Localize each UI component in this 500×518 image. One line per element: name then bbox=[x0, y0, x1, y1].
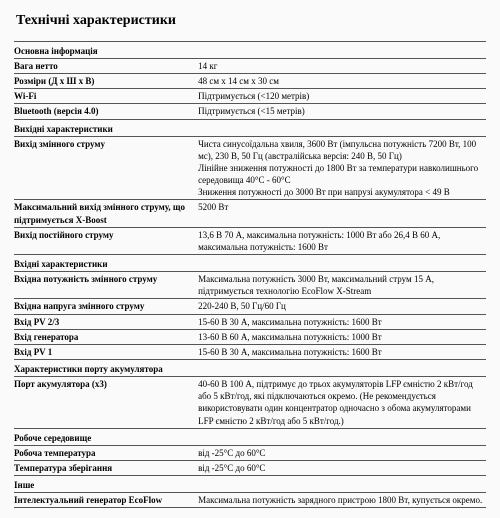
row-label: Вхід генератора bbox=[14, 329, 198, 344]
row-value: від -25°C до 60°C bbox=[198, 460, 486, 475]
section-table: Вихід змінного струмуЧиста синусоїдальна… bbox=[14, 137, 486, 255]
row-value: 15-60 В 30 А, максимальна потужність: 16… bbox=[198, 344, 486, 359]
row-value: 220-240 В, 50 Гц/60 Гц bbox=[198, 299, 486, 314]
row-value: Підтримується (<120 метрів) bbox=[198, 89, 486, 104]
row-label: Bluetooth (версія 4.0) bbox=[14, 104, 198, 119]
table-row: Розміри (Д х Ш х В)48 см х 14 см х 30 см bbox=[14, 74, 486, 89]
table-row: Температура зберіганнявід -25°C до 60°C bbox=[14, 460, 486, 475]
row-label: Розміри (Д х Ш х В) bbox=[14, 74, 198, 89]
table-row: Вхід PV 2/315-60 В 30 А, максимальна пот… bbox=[14, 314, 486, 329]
row-label: Максимальний вихід змінного струму, що п… bbox=[14, 200, 198, 227]
table-row: Wi-FiПідтримується (<120 метрів) bbox=[14, 89, 486, 104]
section-table: Порт акумулятора (х3)40-60 В 100 А, підт… bbox=[14, 377, 486, 429]
row-label: Вхідна напруга змінного струму bbox=[14, 299, 198, 314]
row-label: Вага нетто bbox=[14, 59, 198, 74]
row-value: 40-60 В 100 А, підтримує до трьох акумул… bbox=[198, 377, 486, 428]
table-row: Інтелектуальний генератор EcoFlowМаксима… bbox=[14, 493, 486, 508]
row-label: Порт акумулятора (х3) bbox=[14, 377, 198, 428]
page-title: Технічні характеристики bbox=[14, 12, 486, 31]
row-label: Вхід PV 2/3 bbox=[14, 314, 198, 329]
row-value: 13-60 В 60 А, максимальна потужність: 10… bbox=[198, 329, 486, 344]
spec-table: Основна інформаціяВага нетто14 кгРозміри… bbox=[14, 41, 486, 509]
row-label: Вхід PV 1 bbox=[14, 344, 198, 359]
section-header: Інше bbox=[14, 478, 486, 493]
row-value: від -25°C до 60°C bbox=[198, 446, 486, 461]
table-row: Вхідна напруга змінного струму220-240 В,… bbox=[14, 299, 486, 314]
table-row: Максимальний вихід змінного струму, що п… bbox=[14, 200, 486, 227]
row-value: 15-60 В 30 А, максимальна потужність: 16… bbox=[198, 314, 486, 329]
row-value: Підтримується (<15 метрів) bbox=[198, 104, 486, 119]
row-label: Інтелектуальний генератор EcoFlow bbox=[14, 493, 198, 508]
row-label: Вихід постійного струму bbox=[14, 227, 198, 254]
row-label: Вихід змінного струму bbox=[14, 137, 198, 200]
row-value: 5200 Вт bbox=[198, 200, 486, 227]
section-header: Характеристики порту акумулятора bbox=[14, 362, 486, 377]
section-header: Робоче середовище bbox=[14, 431, 486, 446]
row-value: 48 см х 14 см х 30 см bbox=[198, 74, 486, 89]
table-row: Порт акумулятора (х3)40-60 В 100 А, підт… bbox=[14, 377, 486, 428]
table-row: Вхідна потужність змінного струмуМаксима… bbox=[14, 272, 486, 299]
table-row: Вага нетто14 кг bbox=[14, 59, 486, 74]
section-table: Вхідна потужність змінного струмуМаксима… bbox=[14, 272, 486, 360]
table-row: Вхід генератора13-60 В 60 А, максимальна… bbox=[14, 329, 486, 344]
table-row: Вхід PV 115-60 В 30 А, максимальна потуж… bbox=[14, 344, 486, 359]
table-row: Bluetooth (версія 4.0)Підтримується (<15… bbox=[14, 104, 486, 119]
section-header: Вхідні характеристики bbox=[14, 257, 486, 272]
row-value: 14 кг bbox=[198, 59, 486, 74]
section-header: Основна інформація bbox=[14, 44, 486, 59]
section-table: Інтелектуальний генератор EcoFlowМаксима… bbox=[14, 493, 486, 508]
row-value: 13,6 В 70 А, максимальна потужність: 100… bbox=[198, 227, 486, 254]
row-value: Максимальна потужність зарядного пристро… bbox=[198, 493, 486, 508]
section-table: Робоча температуравід -25°C до 60°CТемпе… bbox=[14, 446, 486, 476]
row-label: Робоча температура bbox=[14, 446, 198, 461]
table-row: Робоча температуравід -25°C до 60°C bbox=[14, 446, 486, 461]
table-row: Вихід змінного струмуЧиста синусоїдальна… bbox=[14, 137, 486, 200]
table-row: Вихід постійного струму13,6 В 70 А, макс… bbox=[14, 227, 486, 254]
section-table: Вага нетто14 кгРозміри (Д х Ш х В)48 см … bbox=[14, 59, 486, 120]
row-value: Чиста синусоїдальна хвиля, 3600 Вт (імпу… bbox=[198, 137, 486, 200]
row-label: Wi-Fi bbox=[14, 89, 198, 104]
row-value: Максимальна потужність 3000 Вт, максимал… bbox=[198, 272, 486, 299]
row-label: Температура зберігання bbox=[14, 460, 198, 475]
row-label: Вхідна потужність змінного струму bbox=[14, 272, 198, 299]
section-header: Вихідні характеристики bbox=[14, 122, 486, 137]
